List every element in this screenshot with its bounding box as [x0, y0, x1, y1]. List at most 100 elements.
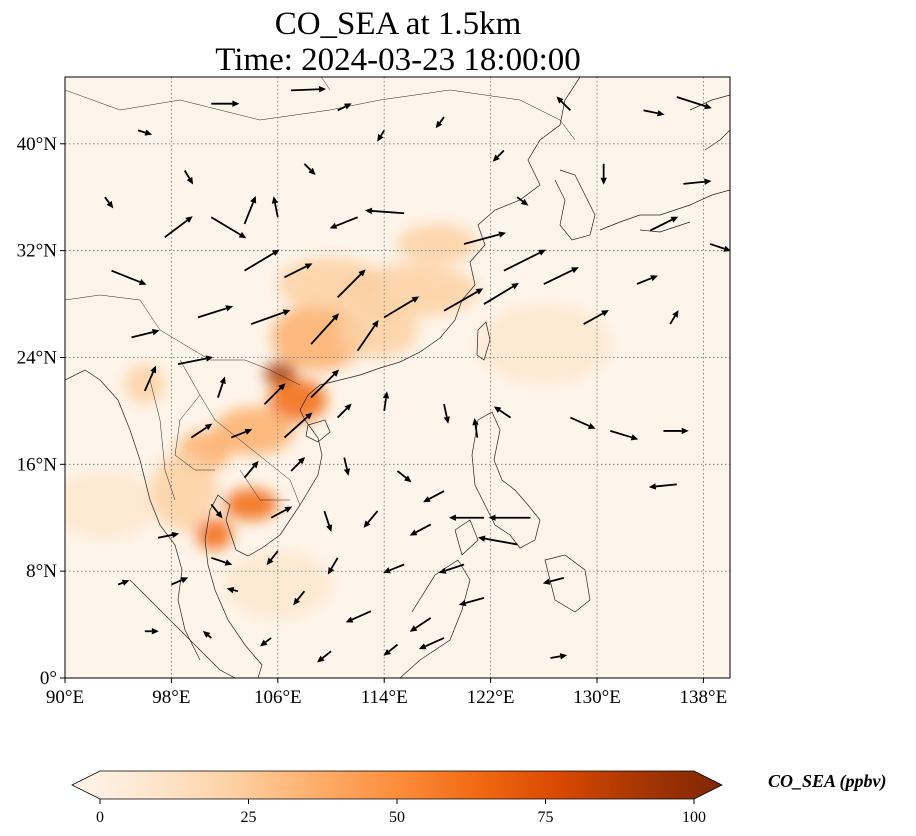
- wind-arrow-51: [211, 556, 233, 566]
- wind-arrow-70: [418, 637, 445, 650]
- wind-arrow-2: [210, 216, 247, 239]
- wind-arrow-37: [243, 460, 259, 479]
- map-background: [65, 77, 730, 678]
- y-tick-label-2: 16°N: [17, 454, 58, 475]
- wind-arrow-80: [676, 96, 712, 110]
- wind-arrow-5: [329, 216, 358, 229]
- wind-arrow-34: [570, 416, 596, 429]
- wind-arrow-53: [327, 557, 339, 575]
- wind-arrow-75: [337, 103, 352, 112]
- wind-arrow-87: [669, 310, 679, 325]
- y-tick-label-1: 8°N: [26, 561, 57, 582]
- wind-arrow-60: [226, 586, 239, 594]
- wind-arrow-18: [310, 313, 340, 345]
- wind-arrow-29: [337, 403, 352, 419]
- wind-arrow-7: [463, 231, 506, 245]
- wind-arrow-92: [492, 149, 505, 162]
- x-tick-label-5: 130°E: [573, 687, 621, 708]
- wind-arrow-48: [488, 514, 531, 521]
- co-hotspot-14: [224, 551, 331, 618]
- wind-arrow-72: [137, 129, 153, 136]
- wind-arrow-58: [117, 579, 130, 586]
- x-tick-label-4: 122°E: [467, 687, 515, 708]
- wind-arrow-22: [143, 365, 157, 392]
- wind-arrow-86: [583, 310, 609, 325]
- wind-arrow-20: [131, 329, 160, 339]
- colorbar-tick-label-2: 50: [389, 809, 405, 826]
- wind-arrow-82: [683, 178, 712, 185]
- co-hotspot-13: [151, 450, 218, 532]
- wind-arrow-38: [290, 456, 306, 472]
- co-hotspot-4: [195, 517, 233, 550]
- wind-arrow-90: [303, 163, 316, 176]
- wind-arrow-49: [648, 483, 677, 490]
- wind-arrow-10: [244, 249, 280, 272]
- x-tick-label-3: 114°E: [361, 687, 408, 708]
- wind-arrow-21: [177, 355, 214, 366]
- wind-arrow-52: [266, 550, 279, 566]
- wind-arrow-41: [423, 490, 445, 503]
- japan-coastline: [599, 94, 730, 233]
- gridlines: [65, 77, 730, 678]
- x-tick-label-1: 98°E: [152, 687, 190, 708]
- co-hotspot-0: [264, 361, 297, 386]
- wind-arrow-54: [383, 563, 405, 574]
- country-borders: [65, 77, 576, 506]
- wind-arrow-32: [472, 418, 479, 438]
- wind-arrow-3: [243, 195, 257, 225]
- wind-arrow-50: [157, 531, 180, 539]
- wind-arrow-63: [409, 617, 432, 632]
- wind-arrow-89: [183, 170, 194, 185]
- wind-arrow-91: [516, 196, 529, 206]
- wind-arrow-81: [600, 163, 607, 185]
- wind-arrow-16: [197, 305, 233, 319]
- wind-arrow-36: [663, 427, 689, 435]
- colorbar-ticks: 0 25 50 75 100: [96, 799, 706, 826]
- map-frame: [64, 76, 731, 679]
- wind-arrow-85: [636, 275, 658, 285]
- wind-arrow-14: [443, 288, 484, 312]
- borneo-coastline: [399, 559, 471, 678]
- sumatra-coastline: [129, 579, 236, 678]
- wind-arrow-1: [164, 216, 193, 238]
- x-tick-label-6: 138°E: [680, 687, 728, 708]
- wind-arrow-57: [542, 576, 564, 585]
- wind-arrow-23: [217, 376, 226, 398]
- wind-arrow-55: [438, 563, 465, 574]
- wind-arrow-13: [383, 296, 420, 319]
- wind-arrow-9: [543, 267, 579, 285]
- wind-arrow-8: [503, 249, 546, 272]
- wind-arrow-28: [283, 412, 313, 439]
- colorbar-tick-label-3: 75: [538, 809, 554, 826]
- co-hotspot-3: [224, 488, 278, 521]
- wind-arrow-61: [293, 590, 306, 606]
- wind-arrow-6: [364, 207, 405, 215]
- wind-arrow-24: [263, 383, 286, 405]
- colorbar-tick-label-1: 25: [241, 809, 257, 826]
- wind-arrow-46: [409, 523, 432, 536]
- wind-arrow-56: [478, 535, 518, 546]
- wind-arrow-64: [458, 596, 485, 607]
- wind-arrow-43: [270, 506, 293, 519]
- wind-arrow-77: [435, 116, 445, 129]
- co-hotspot-11: [124, 364, 165, 405]
- wind-arrow-30: [382, 391, 390, 412]
- wind-arrow-17: [250, 309, 291, 325]
- colorbar-label: CO_SEA (ppbv): [768, 771, 887, 792]
- wind-arrow-73: [211, 100, 240, 107]
- western-coastline: [65, 369, 201, 661]
- wind-arrow-66: [202, 630, 212, 639]
- wind-arrow-88: [104, 196, 114, 209]
- co-concentration-field: [65, 223, 611, 618]
- y-tick-label-5: 40°N: [17, 134, 58, 155]
- wind-arrow-62: [345, 610, 372, 623]
- wind-arrow-84: [709, 243, 730, 252]
- wind-vectors: [104, 86, 730, 663]
- wind-arrow-65: [144, 628, 159, 635]
- wind-arrow-33: [493, 406, 512, 419]
- wind-arrow-27: [190, 423, 213, 439]
- colorbar-tick-label-4: 100: [682, 809, 706, 826]
- wind-arrow-40: [396, 470, 412, 483]
- colorbar: 0 25 50 75 100 CO_SEA (ppbv): [71, 770, 887, 826]
- wind-arrow-83: [649, 216, 679, 232]
